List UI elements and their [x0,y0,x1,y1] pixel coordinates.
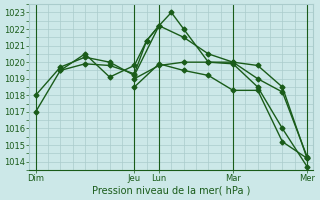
X-axis label: Pression niveau de la mer( hPa ): Pression niveau de la mer( hPa ) [92,186,251,196]
